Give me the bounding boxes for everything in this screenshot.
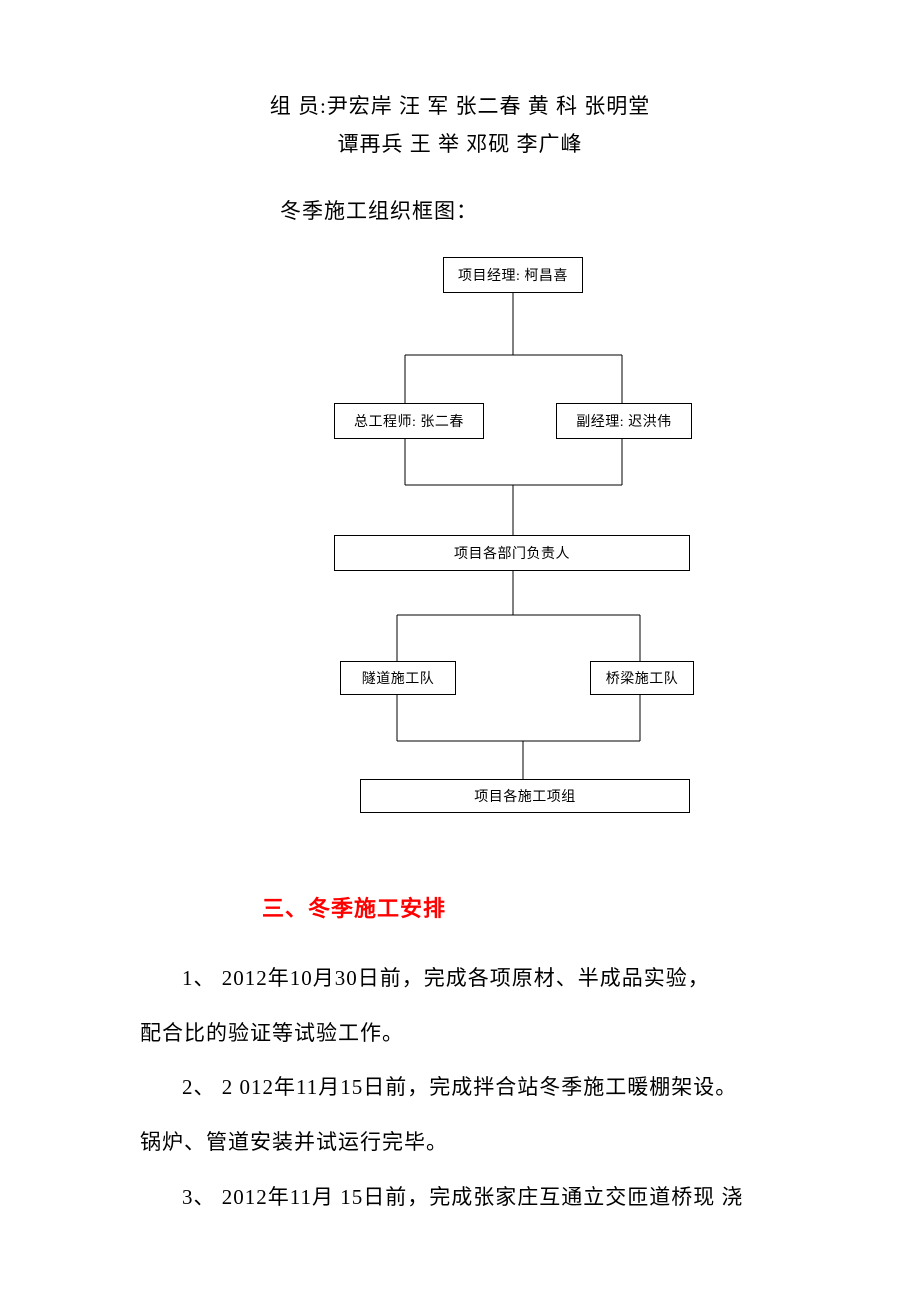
members-line-2: 谭再兵 王 举 邓砚 李广峰: [140, 128, 780, 162]
node-project-manager: 项目经理: 柯昌喜: [443, 257, 583, 293]
node-tunnel-team: 隧道施工队: [340, 661, 456, 695]
members-line-1: 组 员:尹宏岸 汪 军 张二春 黄 科 张明堂: [140, 90, 780, 124]
node-dept-heads: 项目各部门负责人: [334, 535, 690, 571]
node-deputy-manager: 副经理: 迟洪伟: [556, 403, 692, 439]
section-title: 三、冬季施工安排: [262, 891, 780, 923]
paragraph-2a: 2、 2 012年11月15日前，完成拌合站冬季施工暖棚架设。: [140, 1060, 780, 1115]
node-bridge-team: 桥梁施工队: [590, 661, 694, 695]
paragraph-3a: 3、 2012年11月 15日前，完成张家庄互通立交匝道桥现 浇: [140, 1170, 780, 1225]
paragraph-1b: 配合比的验证等试验工作。: [140, 1006, 780, 1061]
org-flowchart: 项目经理: 柯昌喜 总工程师: 张二春 副经理: 迟洪伟 项目各部门负责人 隧道…: [140, 245, 780, 835]
body-text: 1、 2012年10月30日前，完成各项原材、半成品实验， 配合比的验证等试验工…: [140, 951, 780, 1224]
chart-subtitle: 冬季施工组织框图：: [280, 195, 780, 225]
paragraph-1a: 1、 2012年10月30日前，完成各项原材、半成品实验，: [140, 951, 780, 1006]
node-project-groups: 项目各施工项组: [360, 779, 690, 813]
paragraph-2b: 锅炉、管道安装并试运行完毕。: [140, 1115, 780, 1170]
node-chief-engineer: 总工程师: 张二春: [334, 403, 484, 439]
